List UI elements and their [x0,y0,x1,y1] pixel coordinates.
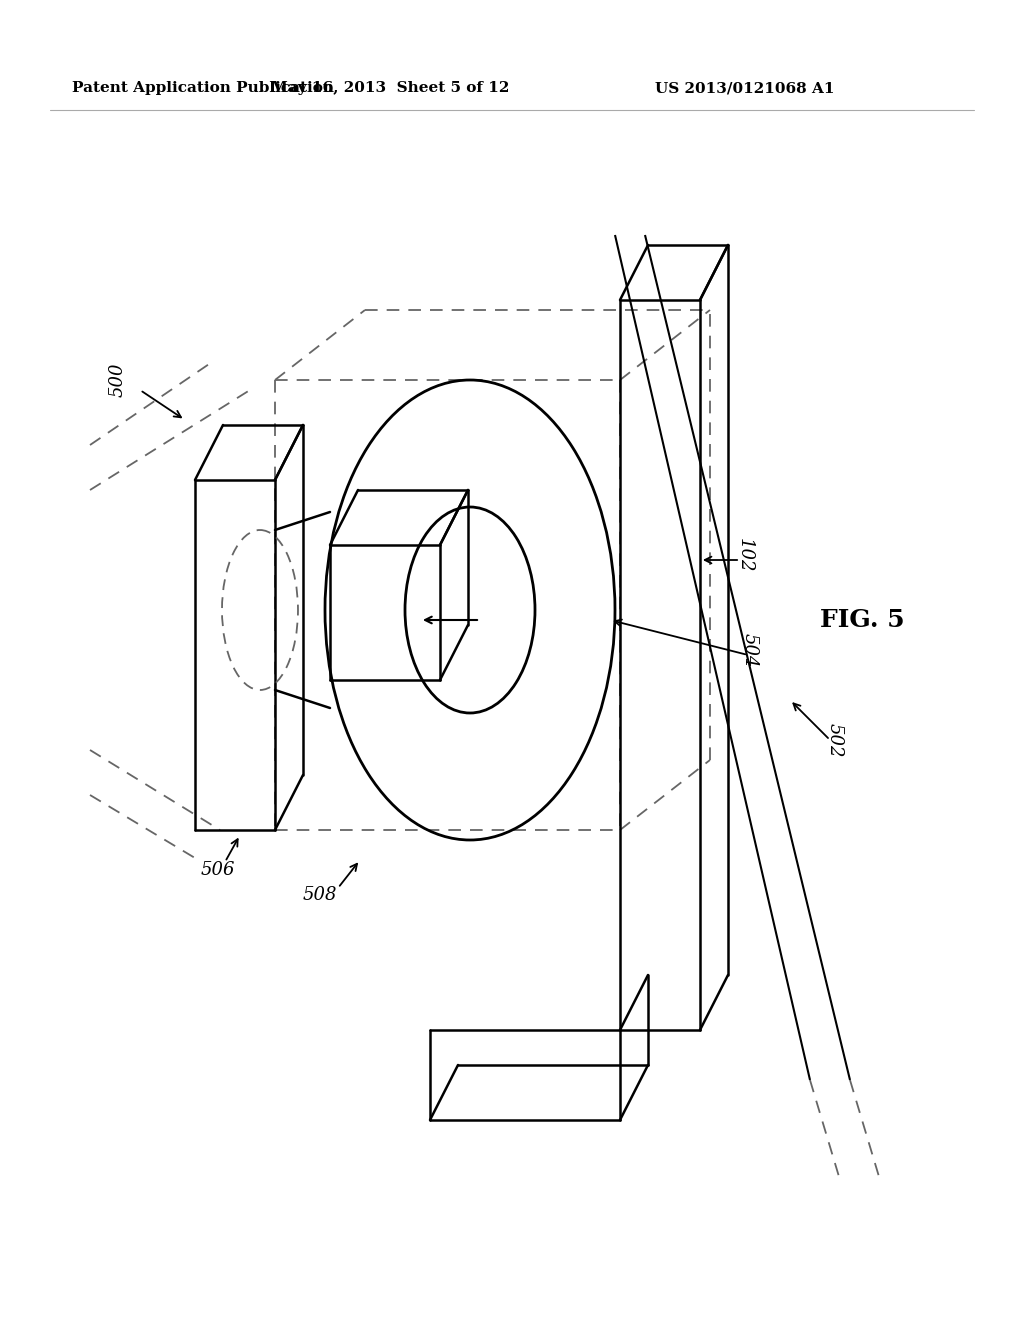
Text: 506: 506 [201,861,236,879]
Text: 500: 500 [109,363,127,397]
Text: Patent Application Publication: Patent Application Publication [72,81,334,95]
Text: May 16, 2013  Sheet 5 of 12: May 16, 2013 Sheet 5 of 12 [270,81,509,95]
Text: 502: 502 [826,723,844,758]
Text: FIG. 5: FIG. 5 [820,609,904,632]
Text: 102: 102 [736,537,754,573]
Text: 508: 508 [303,886,337,904]
Text: 504: 504 [741,632,759,667]
Text: US 2013/0121068 A1: US 2013/0121068 A1 [655,81,835,95]
